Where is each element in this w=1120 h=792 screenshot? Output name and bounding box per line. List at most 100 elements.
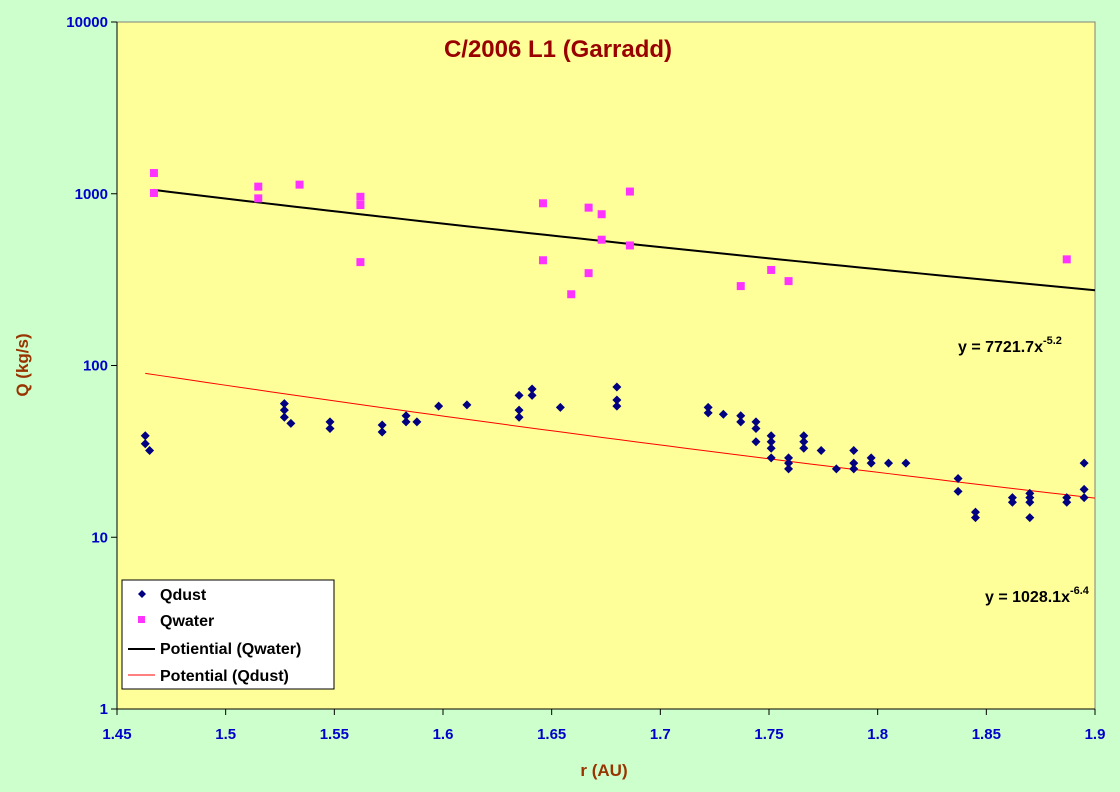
qdust-point xyxy=(434,401,444,411)
qdust-point xyxy=(1079,484,1089,494)
qdust-point xyxy=(279,412,289,422)
x-tick-label: 1.6 xyxy=(433,726,454,743)
qdust-point xyxy=(766,453,776,463)
qwater-point xyxy=(356,258,365,267)
qdust-point xyxy=(849,458,859,468)
qdust-point xyxy=(799,431,809,441)
qdust-point xyxy=(831,464,841,474)
qwater-point xyxy=(538,256,547,265)
qdust-point xyxy=(325,423,335,433)
legend-dust-fit-label: Potential (Qdust) xyxy=(160,668,289,685)
qdust-point xyxy=(1079,458,1089,468)
qdust-point xyxy=(816,445,826,455)
qwater-point xyxy=(149,169,158,178)
x-tick-label: 1.45 xyxy=(102,726,131,743)
qdust-point xyxy=(1079,493,1089,503)
qdust-point xyxy=(462,400,472,410)
qdust-point xyxy=(784,458,794,468)
qdust-point xyxy=(527,390,537,400)
qwater-point xyxy=(295,180,304,189)
qdust-point xyxy=(866,453,876,463)
qdust-point xyxy=(145,445,155,455)
qdust-point xyxy=(703,408,713,418)
dust-fit-equation: y = 1028.1x-6.4 xyxy=(985,585,1090,606)
qdust-point xyxy=(140,431,150,441)
qdust-point xyxy=(612,382,622,392)
x-axis-label: r (AU) xyxy=(580,761,627,780)
y-tick-label: 100 xyxy=(83,358,108,375)
qdust-point xyxy=(514,405,524,415)
qdust-point xyxy=(612,395,622,405)
trendlines xyxy=(145,188,1096,499)
qdust-point xyxy=(1025,493,1035,503)
qdust-point xyxy=(555,402,565,412)
qdust-point xyxy=(527,384,537,394)
qdust-point xyxy=(140,439,150,449)
data-points xyxy=(140,169,1089,523)
qdust-point xyxy=(1025,497,1035,507)
qdust-point xyxy=(286,418,296,428)
x-tick-label: 1.85 xyxy=(972,726,1001,743)
qwater-point xyxy=(254,182,263,191)
qdust-point xyxy=(279,405,289,415)
qdust-point xyxy=(799,437,809,447)
qdust-point xyxy=(751,417,761,427)
qdust-point xyxy=(279,399,289,409)
legend-qwater-marker xyxy=(138,616,145,623)
qdust-point xyxy=(884,458,894,468)
qwater-point xyxy=(356,192,365,201)
qdust-point xyxy=(401,417,411,427)
qdust-point xyxy=(401,411,411,421)
qwater-point xyxy=(736,282,745,291)
qdust-point xyxy=(377,427,387,437)
x-tick-label: 1.9 xyxy=(1085,726,1106,743)
qwater-point xyxy=(625,241,634,250)
qwater-point xyxy=(625,187,634,196)
qdust-point xyxy=(1062,497,1072,507)
qdust-point xyxy=(766,443,776,453)
qwater-point xyxy=(538,199,547,208)
y-tick-label: 10 xyxy=(91,529,108,546)
qdust-point xyxy=(970,507,980,517)
qwater-point xyxy=(254,194,263,203)
qdust-point xyxy=(849,464,859,474)
qdust-point xyxy=(799,443,809,453)
x-tick-label: 1.65 xyxy=(537,726,566,743)
qwater-point xyxy=(784,277,793,286)
qdust-point xyxy=(703,402,713,412)
legend-qwater-label: Qwater xyxy=(160,613,214,630)
qdust-point xyxy=(1007,493,1017,503)
qwater-point xyxy=(149,189,158,198)
qwater-point xyxy=(356,200,365,209)
qdust-point xyxy=(612,401,622,411)
qdust-point xyxy=(751,423,761,433)
qdust-point xyxy=(901,458,911,468)
legend-box xyxy=(121,579,335,690)
qdust-point xyxy=(784,464,794,474)
axis-ticks: 1.45 1.5 1.55 1.6 1.65 1.7 1.75 1.8 1.85 1.9 1 10 10… xyxy=(66,14,1105,743)
x-tick-label: 1.5 xyxy=(215,726,236,743)
qdust-point xyxy=(1025,513,1035,523)
x-tick-label: 1.55 xyxy=(320,726,349,743)
y-tick-label: 10000 xyxy=(66,14,108,31)
qdust-point xyxy=(514,412,524,422)
x-tick-label: 1.75 xyxy=(754,726,783,743)
water-fit-line xyxy=(153,188,1096,292)
qwater-point xyxy=(597,210,606,219)
qdust-point xyxy=(325,417,335,427)
legend-qdust-label: Qdust xyxy=(160,587,207,604)
legend-water-fit-label: Potiential (Qwater) xyxy=(160,641,301,658)
y-axis-label: Q (kg/s) xyxy=(13,333,32,396)
qdust-point xyxy=(866,458,876,468)
qdust-point xyxy=(736,411,746,421)
qdust-point xyxy=(970,513,980,523)
qdust-point xyxy=(784,453,794,463)
qdust-point xyxy=(766,437,776,447)
qwater-point xyxy=(597,235,606,244)
qdust-point xyxy=(412,417,422,427)
water-fit-equation-exponent: -5.2 xyxy=(1043,335,1062,347)
qdust-point xyxy=(736,417,746,427)
legend: Qdust Qwater Potiential (Qwater) Potenti… xyxy=(121,579,335,690)
y-tick-label: 1000 xyxy=(75,186,108,203)
